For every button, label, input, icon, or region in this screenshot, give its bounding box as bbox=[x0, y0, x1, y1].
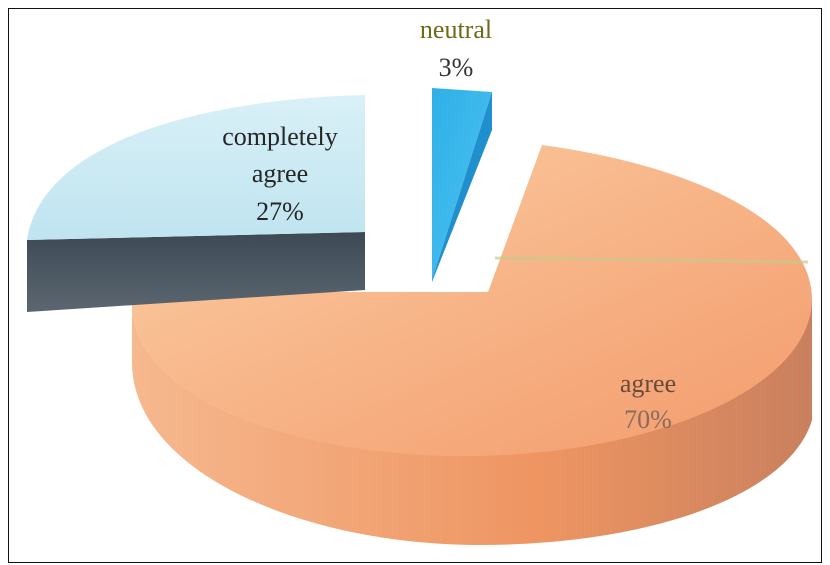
label-neutral-value: 3% bbox=[439, 53, 474, 82]
label-completely-agree-line1: completely bbox=[222, 122, 338, 151]
slice-agree-top bbox=[132, 145, 812, 457]
label-agree-name: agree bbox=[620, 369, 676, 398]
label-agree-value: 70% bbox=[624, 405, 672, 434]
slice-completely-agree bbox=[27, 95, 365, 312]
slice-agree-stripe bbox=[494, 256, 809, 264]
slice-neutral-top bbox=[432, 88, 492, 280]
slice-completely-agree-side bbox=[27, 232, 365, 312]
slice-neutral bbox=[432, 88, 492, 282]
label-completely-agree-value: 27% bbox=[256, 197, 304, 226]
label-completely-agree-line2: agree bbox=[252, 159, 308, 188]
label-neutral-name: neutral bbox=[420, 15, 492, 44]
slice-neutral-side bbox=[432, 92, 492, 282]
slice-agree-side bbox=[131, 300, 812, 545]
slice-agree bbox=[131, 145, 812, 545]
slice-completely-agree-top bbox=[27, 95, 365, 240]
